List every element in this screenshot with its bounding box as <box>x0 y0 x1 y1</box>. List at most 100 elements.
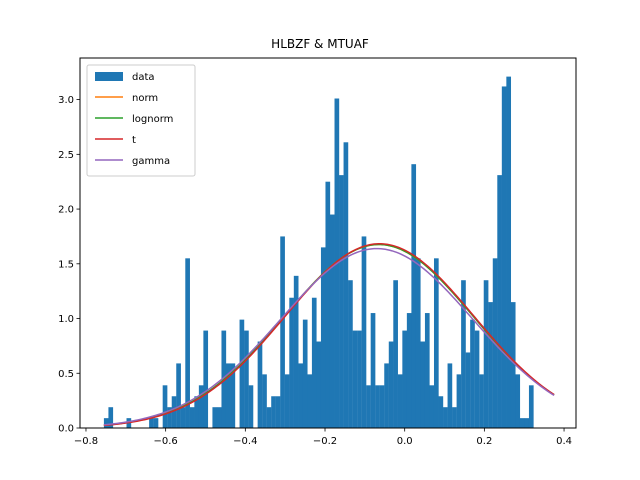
legend-label: gamma <box>132 156 170 167</box>
y-tick-label: 1.5 <box>58 259 74 270</box>
histogram-bar <box>329 214 335 428</box>
histogram-bar <box>488 302 493 428</box>
y-tick-label: 3.0 <box>58 95 74 106</box>
histogram-bar <box>298 363 304 428</box>
histogram-bar <box>149 418 154 428</box>
histogram-bar <box>257 341 263 428</box>
histogram-bar <box>406 313 412 428</box>
histogram-bar <box>198 385 204 428</box>
x-tick-label: −0.2 <box>313 436 337 447</box>
histogram-bar <box>293 275 299 428</box>
histogram-bar <box>465 352 471 428</box>
histogram-bar <box>275 396 281 428</box>
histogram-bar <box>280 236 285 428</box>
histogram-bar <box>348 280 353 428</box>
legend-label: lognorm <box>132 114 173 125</box>
histogram-bar <box>470 319 475 428</box>
histogram-bar <box>483 280 489 428</box>
histogram-bar <box>497 175 502 428</box>
histogram-bar <box>501 86 507 428</box>
legend-swatch-data <box>95 72 123 81</box>
curve-t <box>103 243 555 427</box>
histogram-bar <box>361 236 367 428</box>
histogram-bar <box>420 341 426 428</box>
histogram-bar <box>302 319 308 428</box>
histogram-bar <box>429 385 435 428</box>
histogram-bar <box>393 280 398 428</box>
legend-label: data <box>132 72 155 83</box>
histogram-bar <box>510 302 516 428</box>
histogram-bar <box>379 385 385 428</box>
histogram-bar <box>248 385 254 428</box>
histogram-bar <box>189 407 195 428</box>
legend-label: t <box>132 135 136 146</box>
x-tick-label: 0.2 <box>476 436 492 447</box>
histogram-bar <box>153 418 159 428</box>
histogram-bar <box>212 407 218 428</box>
histogram-bar <box>443 407 448 428</box>
histogram-bar <box>370 313 376 428</box>
histogram-bar <box>352 330 358 428</box>
histogram-bar <box>162 385 168 428</box>
histogram-bar <box>438 396 444 428</box>
histogram-bar <box>528 385 534 428</box>
histogram-bar <box>225 363 231 428</box>
curve-gamma <box>103 247 555 426</box>
x-tick-label: 0.0 <box>397 436 413 447</box>
histogram-bar <box>397 374 403 428</box>
histogram-bar <box>203 330 209 428</box>
histogram-bar <box>452 407 457 428</box>
histogram-bar <box>461 280 466 428</box>
histogram-bar <box>375 385 380 428</box>
histogram-bar <box>402 330 408 428</box>
histogram-bar <box>447 363 453 428</box>
histogram-bar <box>284 374 290 428</box>
histogram-bar <box>474 330 480 428</box>
histogram-bar <box>524 418 530 428</box>
histogram-bar <box>307 374 313 428</box>
histogram-bar <box>103 418 109 428</box>
y-tick-label: 2.5 <box>58 150 74 161</box>
histogram-bar <box>366 385 371 428</box>
x-tick-label: −0.6 <box>154 436 178 447</box>
x-axis: −0.8 −0.6 −0.4 −0.2 0.0 0.2 0.4 <box>74 428 572 447</box>
x-tick-label: −0.8 <box>74 436 98 447</box>
histogram-bar <box>262 374 267 428</box>
histogram-bar <box>266 407 272 428</box>
histogram-bar <box>244 330 249 428</box>
histogram-bar <box>271 396 276 428</box>
histogram-bar <box>384 363 389 428</box>
histogram-bar <box>185 258 190 428</box>
x-tick-label: −0.4 <box>233 436 257 447</box>
y-tick-label: 2.0 <box>58 205 74 216</box>
histogram-bar <box>325 181 331 428</box>
histogram-bar <box>479 374 484 428</box>
histogram-bar <box>230 363 236 428</box>
histogram-bar <box>108 407 114 428</box>
histogram-bar <box>506 76 512 428</box>
histogram-bar <box>339 175 344 428</box>
axes-frame <box>79 57 577 429</box>
histogram-bar <box>519 418 525 428</box>
fit-curves <box>103 243 555 427</box>
histogram-bar <box>433 258 439 428</box>
legend-box <box>86 64 196 177</box>
histogram-bar <box>424 313 430 428</box>
chart-title: HLBZF & MTUAF <box>271 37 369 51</box>
y-tick-label: 0.0 <box>58 424 74 435</box>
x-tick-label: 0.4 <box>556 436 572 447</box>
histogram-bar <box>180 407 186 428</box>
histogram-bar <box>343 142 349 428</box>
histogram-bar <box>411 164 417 429</box>
histogram-bar <box>194 396 200 428</box>
histogram-bar <box>357 330 362 428</box>
y-tick-label: 0.5 <box>58 369 74 380</box>
y-axis: 0.0 0.5 1.0 1.5 2.0 2.5 3.0 <box>58 95 80 435</box>
histogram-bar <box>456 374 462 428</box>
legend-label: norm <box>132 93 158 104</box>
y-tick-label: 1.0 <box>58 314 74 325</box>
histogram-bar <box>239 319 245 428</box>
histogram-bar <box>289 297 294 428</box>
legend: data norm lognorm t gamma <box>86 64 196 177</box>
